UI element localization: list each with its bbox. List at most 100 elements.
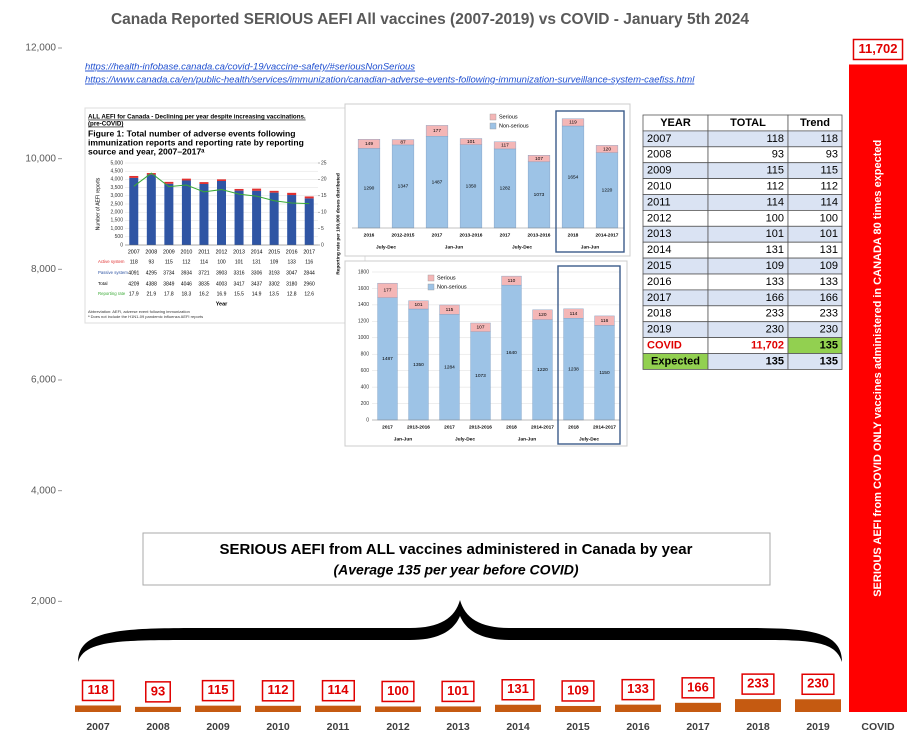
y-tick-label: 0 bbox=[366, 417, 369, 423]
value-label: 1220 bbox=[537, 367, 548, 373]
y-tick-label: 2,000 bbox=[110, 210, 123, 216]
value-label: 100 bbox=[387, 683, 409, 698]
bar bbox=[377, 282, 398, 298]
bar bbox=[129, 175, 139, 178]
inset-heading: (pre-COVID) bbox=[88, 121, 123, 128]
x-tick-label: 2016 bbox=[286, 249, 298, 255]
legend-swatch bbox=[489, 113, 497, 121]
value-label: 107 bbox=[535, 156, 543, 162]
bar bbox=[493, 141, 517, 150]
table-value: 18.3 bbox=[182, 291, 192, 297]
y-tick-label: 3,500 bbox=[110, 185, 123, 191]
bar bbox=[269, 190, 279, 193]
bar bbox=[795, 699, 841, 712]
bar bbox=[501, 275, 522, 286]
value-label: 1487 bbox=[382, 356, 393, 362]
table-text: 109 bbox=[766, 260, 784, 272]
value-label: 101 bbox=[414, 302, 422, 308]
table-value: 3903 bbox=[216, 270, 227, 276]
x-tick-label: 2008 bbox=[145, 249, 157, 255]
bar bbox=[595, 145, 619, 153]
group-label: July-Dec bbox=[455, 436, 475, 442]
value-label: 110 bbox=[508, 278, 516, 284]
value-label: 1073 bbox=[534, 192, 545, 198]
bar bbox=[164, 183, 174, 245]
x-tick-label: 2011 bbox=[327, 721, 350, 733]
value-label-box bbox=[801, 673, 835, 696]
table-text: 135 bbox=[766, 355, 784, 367]
bar bbox=[199, 182, 209, 184]
bar bbox=[561, 118, 585, 127]
y-tick-label: 4,500 bbox=[110, 169, 123, 175]
value-label-box bbox=[201, 679, 235, 702]
y-tick-label: 1000 bbox=[358, 335, 369, 341]
note: Abbreviation: AEFI, adverse event follow… bbox=[88, 309, 190, 314]
table-text: 114 bbox=[820, 196, 838, 208]
value-label: 1220 bbox=[602, 188, 613, 194]
y-tick-label: 12,000 bbox=[25, 43, 56, 54]
table-text: 100 bbox=[820, 212, 838, 224]
group-label: Jan-Jun bbox=[581, 244, 599, 250]
x-tick-label: 2017 bbox=[500, 232, 511, 238]
link[interactable]: https://www.canada.ca/en/public-health/s… bbox=[85, 75, 695, 86]
x-tick-label: 2018 bbox=[568, 424, 579, 430]
bar bbox=[181, 180, 191, 245]
value-label: 131 bbox=[507, 681, 529, 696]
table-text: 114 bbox=[766, 196, 784, 208]
legend-label: Serious bbox=[437, 275, 456, 281]
y-tick-label: 8,000 bbox=[31, 264, 56, 275]
bar bbox=[495, 704, 541, 712]
y2-tick-label: 25 bbox=[321, 160, 327, 166]
table-text: 230 bbox=[766, 324, 784, 336]
y-axis-label: Number of AEFI reports bbox=[95, 177, 101, 230]
value-label: 11,702 bbox=[858, 41, 897, 56]
link[interactable]: https://health-infobase.canada.ca/covid-… bbox=[85, 62, 415, 73]
value-label: 1350 bbox=[466, 184, 477, 190]
table-text: 11,702 bbox=[751, 339, 784, 351]
y-tick-label: 3,000 bbox=[110, 193, 123, 199]
table-text: 2007 bbox=[647, 133, 671, 145]
y-tick-label: 5,000 bbox=[110, 160, 123, 166]
value-label-box bbox=[321, 679, 356, 702]
value-label: 1654 bbox=[568, 174, 579, 180]
bar bbox=[75, 705, 121, 712]
table-value: 3835 bbox=[198, 281, 209, 287]
table-value: 4091 bbox=[128, 270, 139, 276]
value-label: 233 bbox=[747, 676, 769, 691]
bar bbox=[304, 196, 314, 199]
inset-title: Figure 1: Total number of adverse events… bbox=[88, 128, 296, 138]
group-label: Jan-Jun bbox=[518, 436, 536, 442]
bar bbox=[425, 125, 449, 137]
table-value: 100 bbox=[217, 259, 226, 265]
highlight bbox=[557, 265, 621, 445]
x-tick-label: 2014-2017 bbox=[531, 424, 554, 430]
x-tick-label: 2012 bbox=[216, 249, 228, 255]
y2-tick-label: 10 bbox=[321, 210, 327, 216]
table-header: TOTAL bbox=[730, 117, 766, 129]
y-tick-label: 1800 bbox=[358, 269, 369, 275]
table-text: 112 bbox=[820, 180, 838, 192]
table-text: 166 bbox=[820, 292, 838, 304]
bar bbox=[527, 155, 551, 163]
inset-title: source and year, 2007–2017ᵃ bbox=[88, 146, 205, 156]
value-label: 117 bbox=[501, 143, 509, 149]
value-label: 1640 bbox=[506, 350, 517, 356]
x-tick-label: 2018 bbox=[568, 232, 579, 238]
bar bbox=[391, 139, 415, 146]
legend-label: Reporting rate bbox=[98, 291, 126, 296]
table-value: 4388 bbox=[146, 281, 157, 287]
bar bbox=[234, 188, 244, 191]
bar bbox=[234, 190, 244, 245]
table-text: 112 bbox=[766, 180, 784, 192]
table-value: 3180 bbox=[286, 281, 297, 287]
x-tick-label: 2015 bbox=[566, 721, 590, 733]
table-value: 3306 bbox=[251, 270, 262, 276]
legend-label: Non-serious bbox=[437, 284, 467, 290]
bar bbox=[563, 308, 584, 319]
y-tick-label: 0 bbox=[120, 242, 123, 248]
table-value: 13.5 bbox=[269, 291, 279, 297]
table-text: 2018 bbox=[647, 308, 671, 320]
group-label: July-Dec bbox=[512, 244, 532, 250]
x-tick-label: COVID bbox=[861, 721, 895, 733]
table-value: 109 bbox=[270, 259, 279, 265]
